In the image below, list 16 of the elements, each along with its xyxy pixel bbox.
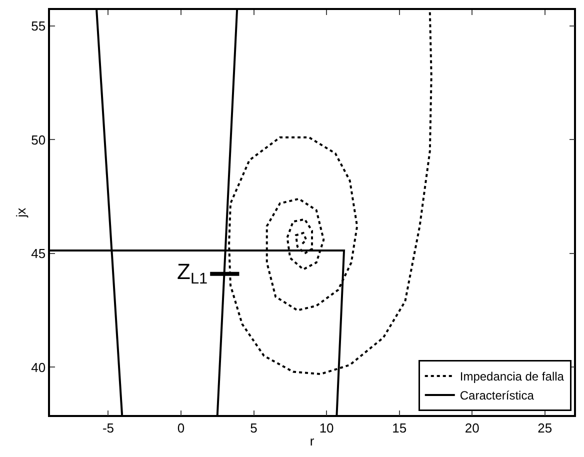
x-tick-label: 25 [538, 420, 552, 436]
legend-label: Impedancia de falla [460, 370, 564, 384]
y-tick-label: 55 [31, 18, 46, 34]
x-tick-label: 10 [319, 420, 334, 436]
legend-label: Característica [460, 388, 534, 403]
x-tick-label: 15 [392, 420, 407, 436]
y-tick-label: 40 [31, 360, 46, 375]
annotation: Z$_{L1}$ [177, 259, 208, 288]
y-axis-title: jx [14, 207, 29, 218]
y-tick-label: 45 [31, 246, 46, 262]
x-axis-title: r [310, 433, 315, 448]
y-tick-label: 50 [31, 132, 46, 148]
x-tick-label: 5 [250, 420, 258, 436]
x-tick-label: 0 [177, 420, 185, 436]
x-tick-label: -5 [102, 420, 114, 436]
x-tick-label: 20 [464, 420, 480, 436]
